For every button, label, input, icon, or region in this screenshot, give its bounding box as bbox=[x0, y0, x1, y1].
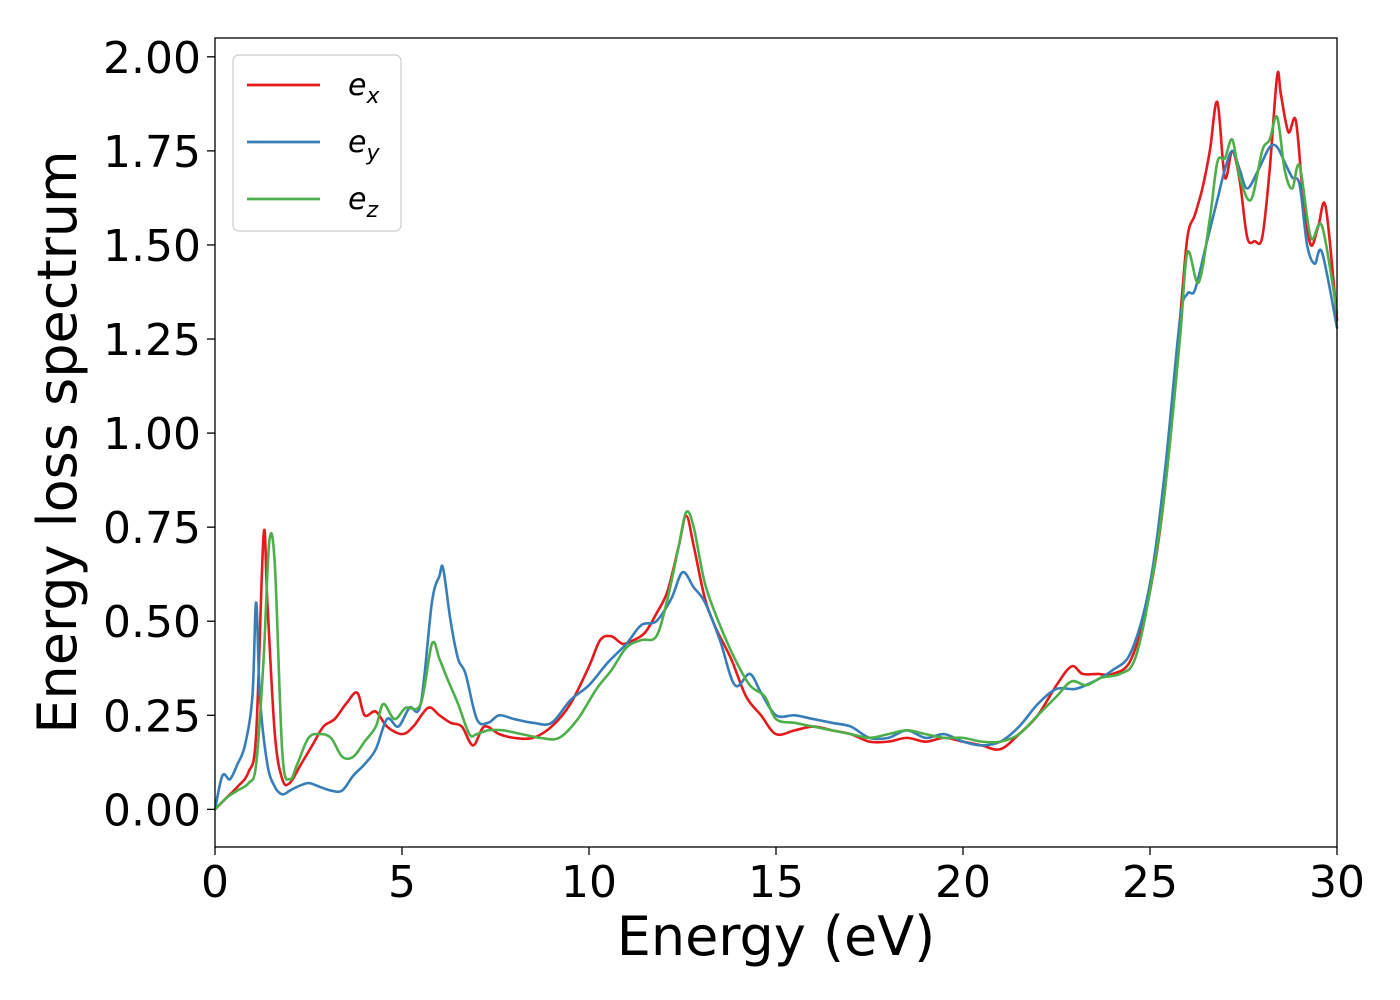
legend-label-main: e bbox=[348, 125, 366, 160]
y-tick-label: 1.75 bbox=[103, 127, 201, 178]
y-axis-label: Energy loss spectrum bbox=[26, 150, 89, 733]
x-tick-label: 25 bbox=[1122, 857, 1178, 908]
x-tick-label: 15 bbox=[748, 857, 804, 908]
x-tick-label: 30 bbox=[1309, 857, 1365, 908]
legend-label-main: e bbox=[348, 68, 366, 103]
legend-label-subscript: z bbox=[365, 198, 378, 223]
legend-label-main: e bbox=[348, 182, 366, 217]
y-tick-label: 0.75 bbox=[103, 503, 201, 554]
x-axis-ticks: 0 5 10 15 20 25 30 bbox=[201, 847, 1365, 908]
x-axis-label: Energy (eV) bbox=[617, 905, 936, 968]
legend-label-subscript: y bbox=[365, 141, 380, 166]
x-tick-label: 20 bbox=[935, 857, 991, 908]
x-tick-label: 0 bbox=[201, 857, 229, 908]
series-line-y bbox=[213, 143, 1339, 811]
legend-label-y: ey bbox=[348, 125, 380, 166]
series-line-z bbox=[213, 115, 1339, 811]
y-tick-label: 0.50 bbox=[103, 597, 201, 648]
legend-label-subscript: x bbox=[365, 84, 380, 109]
y-axis-ticks: 0.00 0.25 0.50 0.75 1.00 1.25 1.50 1.75 2.00 bbox=[103, 33, 215, 836]
x-tick-label: 10 bbox=[561, 857, 617, 908]
y-tick-label: 1.00 bbox=[103, 409, 201, 460]
legend-label-x: ex bbox=[348, 68, 380, 109]
y-tick-label: 1.25 bbox=[103, 315, 201, 366]
series-lines bbox=[213, 70, 1339, 811]
y-tick-label: 0.25 bbox=[103, 691, 201, 742]
y-tick-label: 1.50 bbox=[103, 221, 201, 272]
y-tick-label: 2.00 bbox=[103, 33, 201, 84]
y-tick-label: 0.00 bbox=[103, 785, 201, 836]
x-tick-label: 5 bbox=[388, 857, 416, 908]
legend-label-z: ez bbox=[348, 182, 378, 223]
